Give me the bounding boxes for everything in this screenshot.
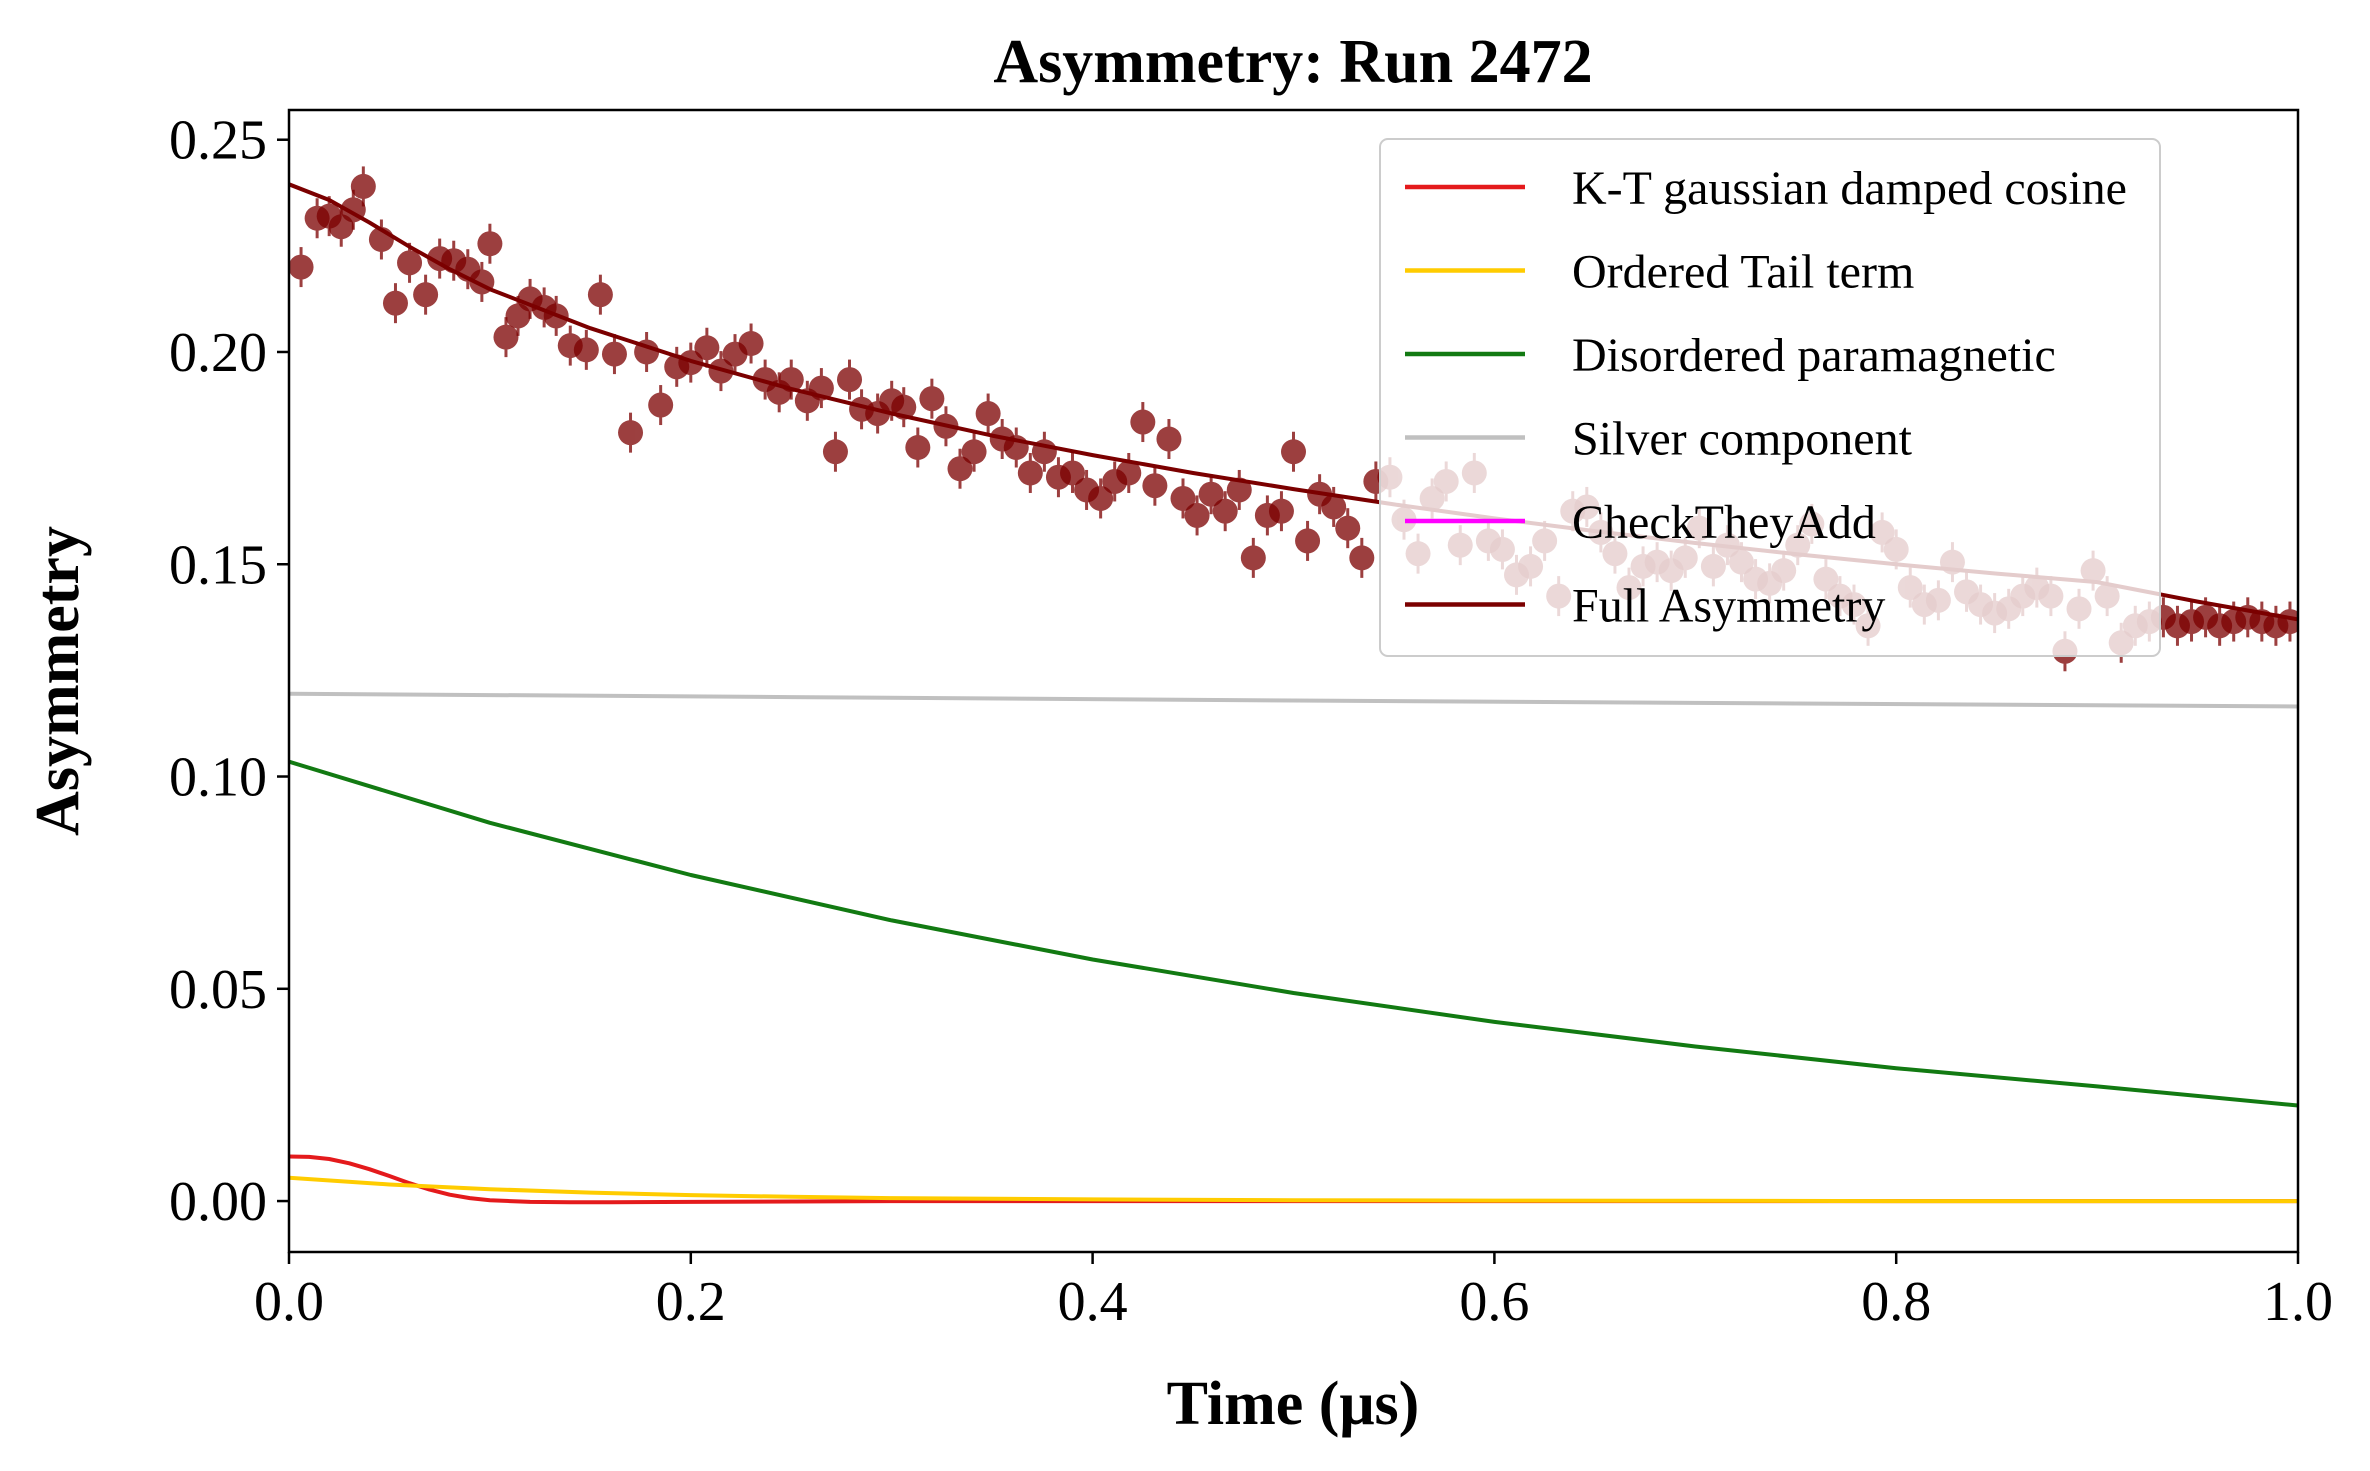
legend-label: Full Asymmetry: [1572, 580, 1885, 633]
data-point: [413, 274, 439, 315]
data-point: [573, 329, 599, 370]
data-point: [397, 242, 423, 283]
y-tick-label: 0.05: [169, 959, 267, 1021]
y-tick-label: 0.15: [169, 534, 267, 596]
data-point: [601, 334, 627, 375]
legend-label: Disordered paramagnetic: [1572, 329, 2056, 382]
legend-item: CheckTheyAdd: [1405, 496, 1876, 549]
data-point: [648, 385, 674, 426]
data-point: [1240, 537, 1266, 578]
data-point: [837, 359, 863, 400]
x-tick-label: 0.0: [254, 1271, 324, 1333]
data-point: [1268, 491, 1294, 532]
data-point: [1335, 508, 1361, 549]
legend-item: K-T gaussian damped cosine: [1405, 162, 2127, 215]
x-tick-label: 1.0: [2263, 1271, 2333, 1333]
legend-item: Full Asymmetry: [1405, 580, 1885, 633]
data-point: [822, 431, 848, 472]
data-point: [1060, 452, 1086, 493]
legend: K-T gaussian damped cosine Ordered Tail t…: [1379, 138, 2161, 657]
data-point: [1349, 537, 1375, 578]
y-axis-ticks: 0.00 0.05 0.10 0.15 0.20 0.25: [169, 110, 289, 1233]
data-point: [634, 331, 660, 372]
data-point: [1184, 495, 1210, 536]
data-point: [905, 427, 931, 468]
legend-label: CheckTheyAdd: [1572, 496, 1876, 549]
y-tick-label: 0.25: [169, 110, 267, 172]
data-point: [1142, 465, 1168, 506]
legend-item: Silver component: [1405, 413, 1913, 466]
data-point: [919, 378, 945, 419]
data-point: [1281, 431, 1306, 472]
data-point: [1156, 419, 1182, 460]
x-tick-label: 0.6: [1459, 1271, 1529, 1333]
data-point: [1017, 452, 1043, 493]
chart-title: Asymmetry: Run 2472: [993, 28, 1592, 96]
x-tick-label: 0.8: [1861, 1271, 1931, 1333]
data-point: [738, 323, 764, 364]
data-point: [382, 283, 408, 324]
x-axis-ticks: 0.0 0.2 0.4 0.6 0.8 1.0: [254, 1252, 2333, 1333]
series-line-silver-component: [289, 691, 2298, 709]
data-point: [1212, 491, 1238, 532]
series-layer: [289, 691, 2298, 1205]
x-tick-label: 0.2: [656, 1271, 726, 1333]
series-line-ordered-tail-term: [289, 1175, 2298, 1204]
legend-label: K-T gaussian damped cosine: [1572, 162, 2127, 215]
legend-label: Ordered Tail term: [1572, 246, 1914, 299]
legend-label: Silver component: [1572, 413, 1913, 466]
data-point: [947, 448, 973, 489]
x-axis-label: Time (μs): [1167, 1370, 1420, 1438]
data-point: [493, 317, 519, 358]
data-point: [289, 247, 314, 288]
data-point: [618, 412, 644, 453]
data-point: [961, 431, 987, 472]
data-point: [350, 166, 376, 207]
data-point: [1088, 478, 1114, 519]
x-tick-label: 0.4: [1058, 1271, 1128, 1333]
legend-box: [1379, 138, 2161, 657]
y-axis-label: Asymmetry: [24, 526, 92, 836]
y-tick-label: 0.00: [169, 1171, 267, 1233]
data-point: [1295, 520, 1321, 561]
legend-item: Ordered Tail term: [1405, 246, 1914, 299]
data-point: [1198, 474, 1224, 515]
data-point: [1130, 402, 1156, 443]
plot-frame: [287, 108, 2300, 1254]
data-point: [1226, 469, 1252, 510]
legend-item: Disordered paramagnetic: [1405, 329, 2056, 382]
data-point: [477, 223, 503, 264]
series-line-k-t-gaussian-damped-cosine: [289, 1154, 2298, 1205]
y-tick-label: 0.10: [169, 747, 267, 809]
y-tick-label: 0.20: [169, 322, 267, 384]
series-line-disordered-paramagnetic: [289, 759, 2298, 1108]
data-point: [975, 393, 1001, 434]
data-point: [587, 274, 613, 315]
data-point: [1170, 478, 1196, 519]
data-point: [694, 327, 720, 368]
